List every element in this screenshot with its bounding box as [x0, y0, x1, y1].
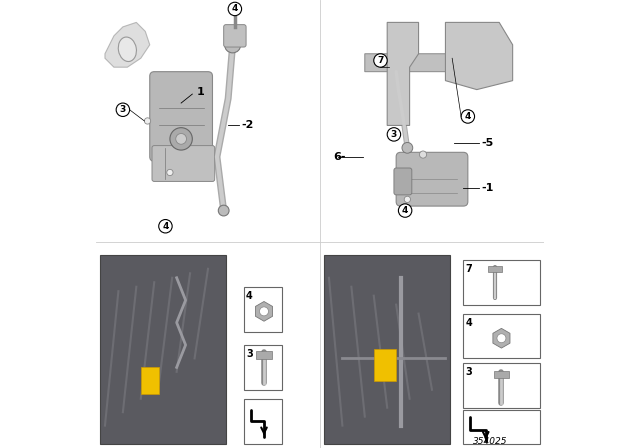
Polygon shape — [374, 349, 396, 381]
Polygon shape — [445, 22, 513, 90]
FancyBboxPatch shape — [463, 314, 540, 358]
Circle shape — [159, 220, 172, 233]
Circle shape — [387, 128, 401, 141]
Circle shape — [404, 196, 410, 202]
Circle shape — [497, 334, 506, 343]
Text: 3: 3 — [246, 349, 253, 359]
Text: 4: 4 — [163, 222, 168, 231]
Text: -1: -1 — [481, 183, 493, 193]
Text: -5: -5 — [481, 138, 493, 148]
Circle shape — [260, 307, 269, 316]
FancyBboxPatch shape — [244, 287, 282, 332]
Circle shape — [374, 54, 387, 67]
Polygon shape — [105, 22, 150, 67]
FancyBboxPatch shape — [463, 363, 540, 408]
Text: 4: 4 — [232, 4, 238, 13]
Circle shape — [398, 204, 412, 217]
Circle shape — [145, 118, 150, 124]
Text: 3: 3 — [466, 367, 472, 377]
Ellipse shape — [118, 37, 136, 61]
FancyBboxPatch shape — [152, 146, 215, 181]
Text: 1: 1 — [197, 87, 205, 97]
FancyBboxPatch shape — [150, 72, 212, 161]
FancyBboxPatch shape — [224, 25, 246, 47]
Circle shape — [225, 37, 241, 53]
FancyBboxPatch shape — [488, 266, 502, 272]
Circle shape — [167, 169, 173, 176]
Text: 7: 7 — [378, 56, 383, 65]
Text: 4: 4 — [465, 112, 471, 121]
FancyBboxPatch shape — [463, 410, 540, 444]
FancyBboxPatch shape — [494, 371, 509, 378]
Circle shape — [402, 142, 413, 153]
Circle shape — [116, 103, 130, 116]
Circle shape — [228, 2, 242, 16]
Text: 7: 7 — [466, 264, 472, 274]
FancyBboxPatch shape — [244, 399, 282, 444]
Polygon shape — [141, 367, 159, 394]
FancyBboxPatch shape — [324, 255, 450, 444]
Text: 4: 4 — [246, 291, 253, 301]
Text: 6-: 6- — [333, 152, 346, 162]
Circle shape — [218, 205, 229, 216]
Polygon shape — [387, 22, 419, 125]
FancyBboxPatch shape — [396, 152, 468, 206]
Text: 4: 4 — [402, 206, 408, 215]
FancyBboxPatch shape — [394, 168, 412, 195]
Polygon shape — [365, 54, 454, 72]
Circle shape — [170, 128, 192, 150]
Text: 3: 3 — [120, 105, 126, 114]
Text: 4: 4 — [466, 318, 472, 328]
Text: 3: 3 — [391, 130, 397, 139]
Circle shape — [176, 134, 186, 144]
FancyBboxPatch shape — [463, 260, 540, 305]
Text: -2: -2 — [242, 121, 254, 130]
Circle shape — [461, 110, 475, 123]
Circle shape — [419, 151, 427, 158]
FancyBboxPatch shape — [100, 255, 226, 444]
Text: 354025: 354025 — [473, 437, 508, 446]
FancyBboxPatch shape — [257, 351, 271, 359]
FancyBboxPatch shape — [244, 345, 282, 390]
